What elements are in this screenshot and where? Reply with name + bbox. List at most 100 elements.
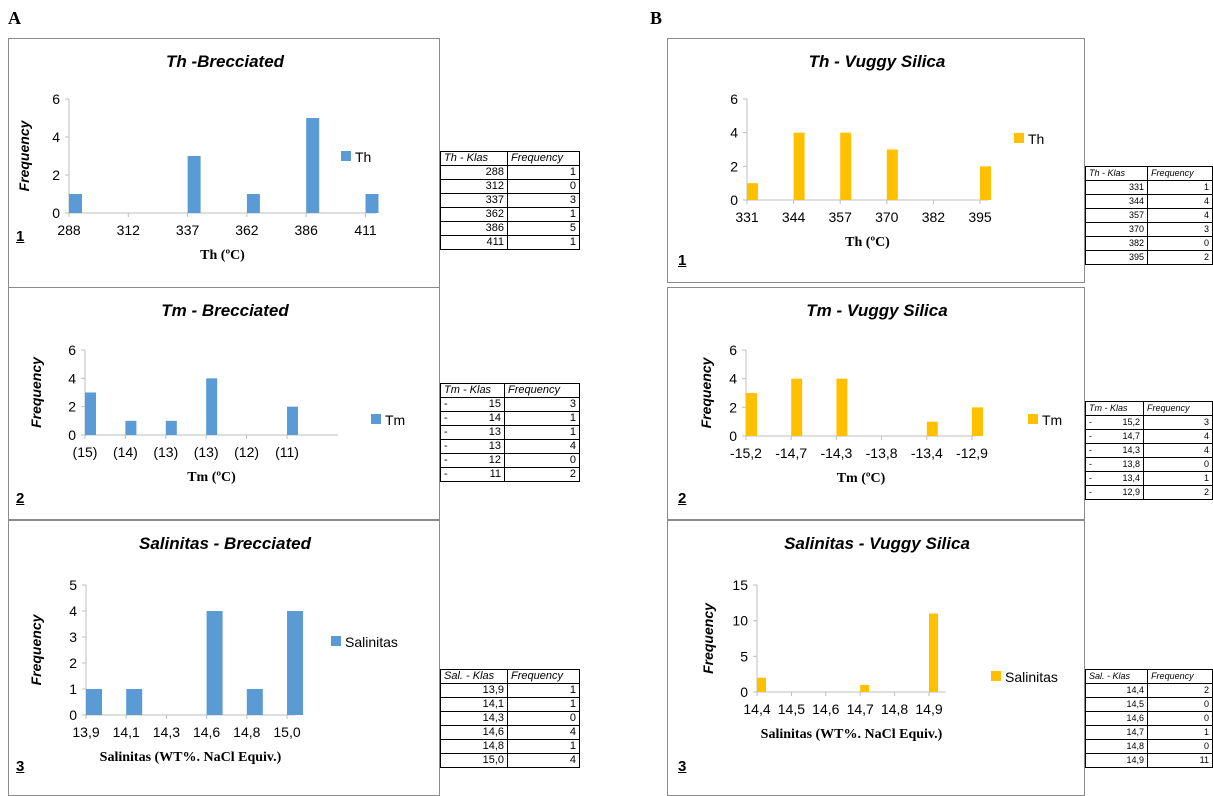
panel-number: 3 [16, 758, 25, 775]
table-row: 14,1 1 [439, 697, 580, 712]
legend-label: Th [355, 149, 371, 165]
bar [246, 689, 263, 715]
table-cell: 370 [1084, 222, 1149, 237]
y-tick-label: 4 [68, 370, 76, 386]
table-cell: 14,1 [439, 697, 509, 712]
y-tick-label: 5 [740, 648, 748, 664]
table-cell: 14,4 [1084, 683, 1149, 698]
x-tick-label: 13,9 [72, 724, 99, 740]
table-cell: 14,7 [1100, 429, 1144, 444]
table-cell: 13,9 [439, 683, 509, 698]
frequency-table: Sal. - Klas Frequency 13,9 1 14,1 1 14,3 0 14,6 4… [439, 669, 580, 768]
chart-panel-b1: Th - Vuggy Silica 0 2 4 6 331 344 357 370 382 395 T… [667, 38, 1085, 283]
bar [747, 183, 758, 200]
table-cell: 1 [507, 683, 580, 698]
x-tick-label: 14,6 [193, 724, 220, 740]
bar [126, 689, 143, 715]
table-cell: 13 [455, 439, 505, 454]
chart-svg-b3: Salinitas - Vuggy Silica 0 5 10 15 14,4 14,5 14… [700, 534, 1058, 742]
y-axis-label: Frequency [28, 356, 44, 428]
table-cell: 14,6 [1084, 711, 1149, 726]
table-row: 14,3 0 [439, 711, 580, 726]
frequency-table: Tm - Klas Frequency -15 3-14 1-13 1-13 4-12 0-1… [440, 383, 580, 482]
table-header-cell: Frequency [507, 151, 580, 166]
table-cell: 14,7 [1084, 725, 1149, 740]
chart-title: Salinitas - Brecciated [139, 534, 312, 553]
bar [886, 149, 898, 200]
x-tick-label: (12) [234, 444, 259, 460]
x-tick-label: 395 [968, 209, 992, 225]
table-cell: 3 [507, 193, 580, 208]
table-cell: 14,3 [439, 711, 509, 726]
table-row: 357 4 [1084, 208, 1213, 223]
table-row: 14,8 1 [439, 739, 580, 754]
table-cell: 13 [455, 425, 505, 440]
bar [246, 194, 260, 213]
table-row: 13,9 1 [439, 683, 580, 698]
frequency-table: Th - Klas Frequency 331 1 344 4 357 4 370 3 382 0 39… [1084, 166, 1213, 265]
legend-swatch [341, 151, 351, 161]
frequency-table: Th - Klas Frequency 288 1 312 0 337 3 362 1 386 5 41… [439, 151, 580, 250]
legend-swatch [331, 636, 341, 646]
table-cell: 1 [507, 235, 580, 250]
chart-svg-b2: Tm - Vuggy Silica 0 2 4 6 -15,2 -14,7 -14,3 -13,… [698, 301, 1062, 486]
table-cell: 362 [439, 207, 509, 222]
y-tick-label: 0 [729, 428, 737, 444]
table-row: 14,6 4 [439, 725, 580, 740]
table-header-cell: Frequency [1147, 669, 1213, 684]
bar [926, 421, 938, 436]
table-cell: 2 [1147, 683, 1213, 698]
table-cell: 13,4 [1100, 471, 1144, 486]
frequency-table: Sal. - Klas Frequency 14,4 2 14,5 0 14,6 0 14,7 1… [1084, 669, 1213, 768]
bar [860, 684, 870, 692]
y-tick-label: 0 [69, 707, 77, 723]
table-header-cell: Th - Klas [439, 151, 509, 166]
bar [791, 378, 803, 436]
x-axis-label: Salinitas (WT%. NaCl Equiv.) [100, 750, 282, 765]
table-cell: 2 [504, 467, 580, 482]
table-row: 386 5 [439, 221, 580, 236]
chart-panel-b3: Salinitas - Vuggy Silica 0 5 10 15 14,4 14,5 14… [667, 520, 1085, 796]
table-cell: 15,2 [1100, 415, 1144, 430]
y-axis-label: Frequency [28, 613, 44, 685]
legend-label: Salinitas [1005, 669, 1058, 685]
table-cell: 288 [439, 165, 509, 180]
bar [69, 194, 82, 213]
table-cell: 3 [1147, 222, 1213, 237]
bar [980, 166, 991, 200]
bar [287, 611, 303, 715]
chart-svg-a1: Th -Brecciated 0 2 4 6 288 312 337 362 386 411 Th (… [16, 52, 379, 263]
table-cell: 14,8 [1084, 739, 1149, 754]
bar [206, 611, 223, 715]
table-cell: - [1085, 471, 1100, 486]
y-tick-label: 1 [69, 681, 77, 697]
legend-label: Th [1028, 131, 1044, 147]
chart-svg-b1: Th - Vuggy Silica 0 2 4 6 331 344 357 370 382 395 T… [730, 52, 1044, 250]
x-tick-label: -14,7 [775, 445, 807, 461]
x-tick-label: (15) [73, 444, 98, 460]
table-cell: 395 [1084, 250, 1149, 265]
chart-title: Th - Vuggy Silica [809, 52, 946, 71]
legend-swatch [991, 671, 1001, 681]
chart-panel-b2: Tm - Vuggy Silica 0 2 4 6 -15,2 -14,7 -14,3 -13,… [667, 287, 1085, 520]
table-cell: - [1085, 415, 1100, 430]
table-cell: 0 [504, 453, 580, 468]
table-row: 337 3 [439, 193, 580, 208]
bar [972, 407, 983, 436]
table-row: 395 2 [1084, 250, 1213, 265]
y-axis-label: Frequency [16, 119, 32, 191]
table-cell: 11 [1147, 753, 1213, 768]
table-cell: 4 [507, 725, 580, 740]
table-cell: 4 [507, 753, 580, 768]
x-tick-label: 288 [57, 222, 81, 238]
bar [746, 393, 757, 436]
table-cell: 2 [1147, 250, 1213, 265]
table-cell: - [440, 411, 455, 426]
x-tick-label: -15,2 [730, 445, 762, 461]
y-tick-label: 0 [68, 427, 76, 443]
table-cell: 12,9 [1100, 485, 1144, 500]
bar [287, 406, 298, 435]
table-cell: 0 [1147, 697, 1213, 712]
x-tick-label: 337 [176, 222, 200, 238]
y-tick-label: 3 [69, 629, 77, 645]
